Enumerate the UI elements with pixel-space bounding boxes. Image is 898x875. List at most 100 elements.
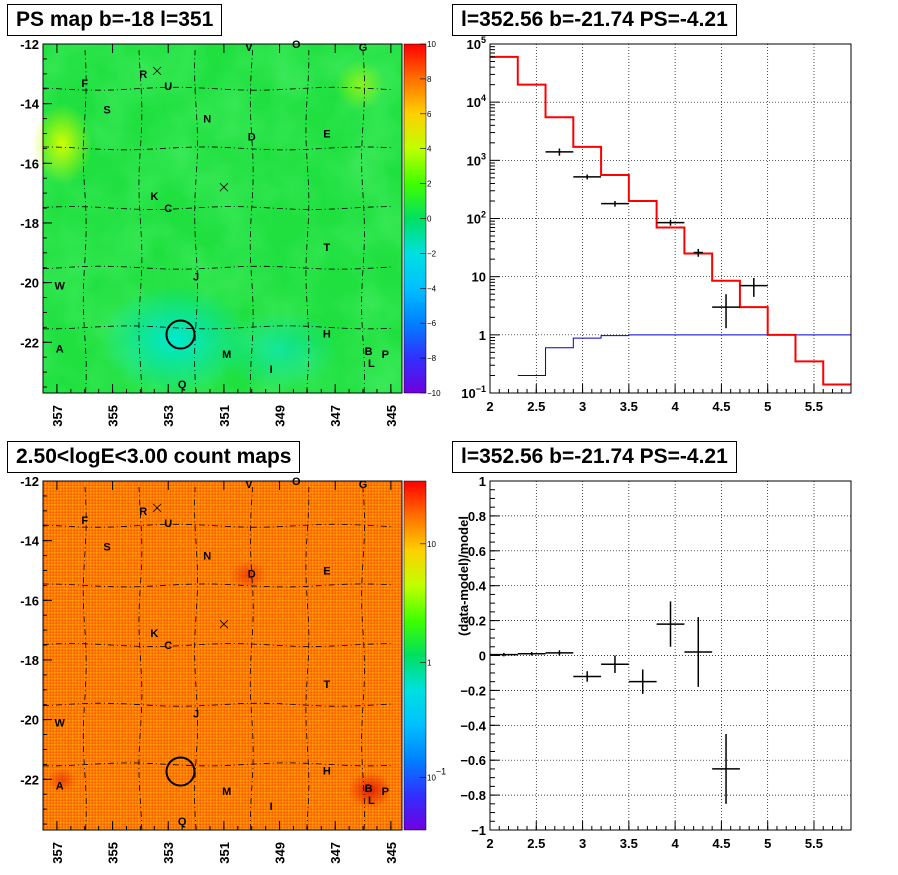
source-label-E: E — [323, 565, 330, 577]
source-label-G: G — [359, 479, 368, 491]
count-map-colorbar — [404, 481, 426, 830]
source-label-N: N — [203, 551, 211, 563]
source-label-I: I — [270, 801, 273, 813]
meridian-line — [82, 49, 87, 394]
residual-panel: 2 2.5 3 3.5 4 4.5 5 5.5 1 0.8 0.6 0.4 0.2 0 −0.2 −0.4 −0… — [456, 474, 852, 851]
count-map-hotspot-a — [48, 768, 76, 792]
x-tick-label: 345 — [384, 842, 399, 864]
source-label-M: M — [222, 349, 231, 361]
spectrum-grid — [489, 43, 851, 393]
target-circle — [165, 756, 196, 787]
source-label-L: L — [368, 795, 375, 807]
colorbar-tick-label: 1 — [427, 658, 432, 667]
source-label-M: M — [222, 786, 231, 798]
y-tick-label: −0.8 — [460, 788, 486, 803]
residual-axes: 2 2.5 3 3.5 4 4.5 5 5.5 1 0.8 0.6 0.4 0.2 0 −0.2 −0.4 −0… — [456, 474, 852, 851]
y-tick-label: 1 — [479, 474, 486, 489]
count-map-source-labels: V O G F R U S N D E KC T J W H A M B PL I Q — [55, 476, 389, 828]
x-tick-label: 3 — [579, 399, 586, 414]
y-tick-label: −0.2 — [460, 683, 486, 698]
ps-map-excess-north — [335, 60, 385, 110]
count-map-title: 2.50<logE<3.00 count maps — [7, 441, 301, 473]
meridian-line — [305, 487, 310, 831]
x-tick-label: 5.5 — [805, 836, 823, 851]
x-tick-label: 5.5 — [805, 399, 823, 414]
colorbar-tick-label: 10−1 — [427, 767, 446, 783]
y-tick-label: −0.6 — [460, 753, 486, 768]
spectrum-background-model — [517, 334, 851, 376]
source-label-R: R — [139, 69, 147, 81]
y-tick-label: 0 — [479, 649, 486, 664]
source-label-E: E — [323, 128, 330, 140]
ps-map-source-labels: V O G F R U S N D E KC T J W H A M B PL I Q — [55, 39, 389, 391]
source-label-C: C — [164, 640, 172, 652]
colorbar-tick-label: 4 — [427, 145, 432, 154]
source-label-W: W — [55, 718, 66, 730]
x-tick-label: 355 — [106, 842, 121, 864]
y-tick-label: -12 — [20, 474, 39, 489]
count-map-colorbar-ticks: 10 1 10−1 — [420, 540, 446, 783]
ps-map-excess-west — [32, 104, 92, 184]
y-tick-label: -20 — [20, 713, 39, 728]
y-tick-label: 103 — [467, 151, 486, 168]
y-tick-label: -18 — [20, 653, 39, 668]
meridian-line — [138, 49, 143, 394]
y-tick-label: -22 — [20, 772, 39, 787]
source-label-D: D — [248, 131, 256, 143]
ps-map-colorbar-ticks: 10 8 6 4 2 0 −2 −4 −6 −8 −10 — [420, 40, 441, 398]
count-map-colorbar-frame — [403, 480, 427, 831]
source-label-J: J — [193, 272, 199, 284]
y-tick-label: 10 — [472, 270, 486, 285]
x-tick-label: 353 — [161, 842, 176, 864]
source-label-P: P — [382, 349, 389, 361]
source-label-S: S — [103, 105, 110, 117]
colorbar-tick-label: −2 — [427, 249, 437, 258]
colorbar-tick-label: 8 — [427, 75, 432, 84]
target-circle — [165, 319, 196, 350]
parallel-line — [42, 702, 391, 707]
source-label-W: W — [55, 281, 66, 293]
total-model-line — [490, 55, 851, 386]
y-tick-label: -16 — [20, 593, 39, 608]
x-tick-label: 3 — [579, 836, 586, 851]
source-label-O: O — [292, 39, 301, 51]
x-tick-label: 357 — [50, 842, 65, 864]
x-tick-label: 2.5 — [527, 399, 545, 414]
source-label-G: G — [359, 42, 368, 54]
colorbar-tick-label: −10 — [427, 389, 441, 398]
source-label-T: T — [323, 242, 330, 254]
y-tick-label: -18 — [20, 216, 39, 231]
source-label-Q: Q — [178, 379, 187, 391]
ps-map-title: PS map b=-18 l=351 — [7, 4, 223, 36]
source-label-J: J — [193, 709, 199, 721]
cross-marker — [152, 503, 162, 513]
count-map-texture — [43, 481, 402, 830]
parallel-line — [42, 206, 391, 211]
ps-map-deficit-east — [220, 310, 340, 390]
ps-map-frame — [42, 43, 403, 394]
count-map-frame — [42, 480, 403, 831]
meridian-line — [82, 486, 87, 831]
y-tick-label: 1 — [479, 328, 486, 343]
source-label-Q: Q — [178, 816, 187, 828]
x-tick-label: 351 — [217, 405, 232, 427]
parallel-line — [43, 325, 391, 330]
x-tick-label: 5 — [764, 399, 771, 414]
y-tick-label: -16 — [20, 156, 39, 171]
cross-marker — [152, 66, 162, 76]
x-tick-label: 351 — [217, 842, 232, 864]
y-tick-label: −1 — [471, 823, 486, 838]
y-tick-label: -14 — [20, 97, 40, 112]
source-label-K: K — [150, 191, 158, 203]
x-tick-label: 349 — [273, 842, 288, 864]
x-tick-label: 4.5 — [712, 399, 730, 414]
parallel-line — [42, 265, 391, 270]
x-tick-label: 345 — [384, 405, 399, 427]
colorbar-tick-label: −6 — [427, 319, 437, 328]
colorbar-tick-label: 2 — [427, 180, 432, 189]
parallel-line — [42, 146, 391, 151]
colorbar-tick-label: −4 — [427, 284, 437, 293]
y-axis-label: (data-model)/model — [456, 516, 471, 636]
